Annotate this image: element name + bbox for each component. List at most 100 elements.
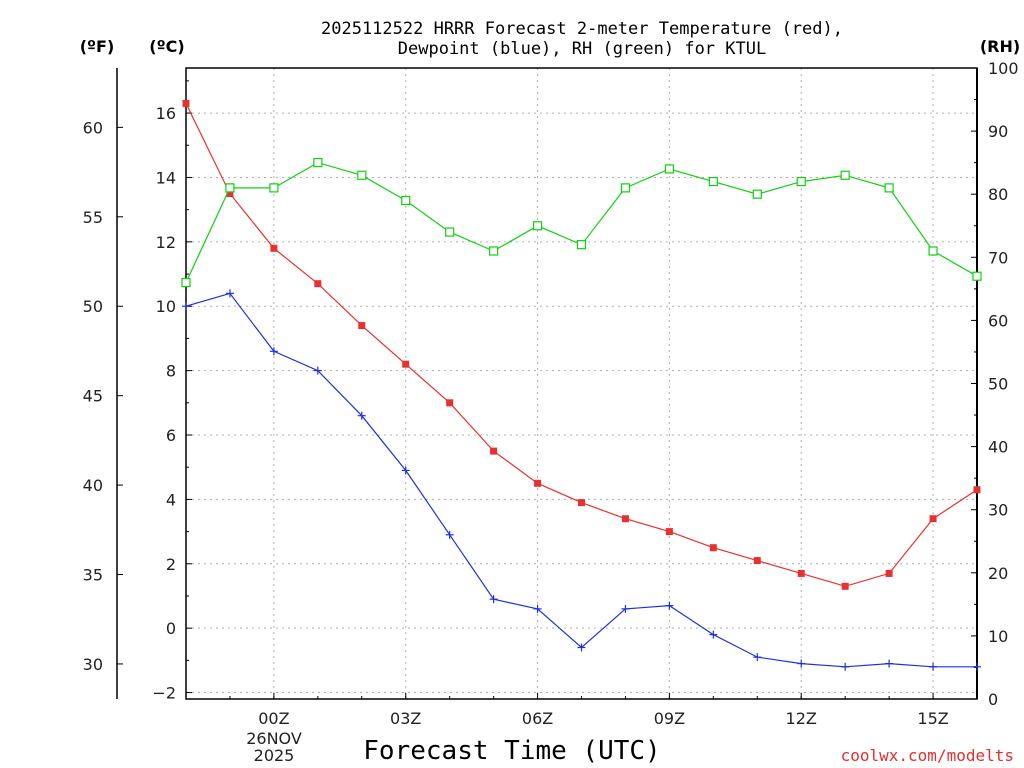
site-credit: coolwx.com/modelts [841,746,1014,765]
temperature-point [929,515,937,523]
rh-unit-label: (RH) [980,37,1020,56]
dewpoint-point [401,466,410,475]
rh-point [796,176,806,187]
series-dewpoint [182,289,981,671]
rh-line [185,161,978,283]
date-label-year: 2025 [254,746,295,765]
rh-point [401,195,411,206]
tick-labels: −2 0 2 4 6 8 10 12 14 16 30 35 40 45 50 55 60 0 10 20 30 40 50… [83,59,1019,728]
data-series [181,99,982,671]
dewpoint-point [929,662,938,671]
celsius-tick-label: 4 [166,490,176,509]
temperature-point [314,280,322,288]
rh-point [928,246,938,256]
fahrenheit-tick-label: 45 [83,387,103,406]
rh-tick-label: 20 [988,564,1008,583]
rh-point [445,227,455,237]
dewpoint-point [225,289,234,298]
dewpoint-point [577,643,586,652]
x-tick-label: 12Z [786,709,817,728]
rh-point [840,170,850,180]
series-rh [181,158,982,288]
rh-point [269,183,279,193]
celsius-unit-label: (ºC) [149,37,184,56]
fahrenheit-tick-label: 60 [83,118,103,137]
dewpoint-point [753,653,762,662]
temperature-point [665,528,673,536]
temperature-point [753,557,761,565]
x-tick-label: 15Z [917,709,948,728]
fahrenheit-tick-label: 35 [83,566,103,585]
dewpoint-point [313,366,322,375]
plot-frame [185,67,978,700]
dewpoint-point [973,662,981,671]
title-line-2: Dewpoint (blue), RH (green) for KTUL [398,39,766,59]
celsius-tick-label: 16 [156,104,176,123]
temperature-point [534,479,542,487]
rh-point [489,246,499,256]
dewpoint-point [885,659,894,668]
dewpoint-point [533,604,542,613]
temperature-point [841,582,849,590]
temperature-line [185,103,978,587]
chart-title: 2025112522 HRRR Forecast 2-meter Tempera… [321,19,843,59]
celsius-tick-label: 0 [166,619,176,638]
dewpoint-point [489,595,498,604]
temperature-point [621,515,629,523]
temperature-point [797,569,805,577]
rh-tick-label: 60 [988,311,1008,330]
temperature-point [226,190,234,198]
x-tick-label: 03Z [390,709,421,728]
dewpoint-line [185,292,977,668]
fahrenheit-tick-label: 40 [83,476,103,495]
celsius-tick-label: −2 [152,684,176,703]
rh-tick-label: 80 [988,185,1008,204]
dewpoint-point [797,659,806,668]
x-tick-label: 00Z [258,709,289,728]
temperature-point [490,447,498,455]
rh-point [752,189,762,199]
fahrenheit-tick-label: 30 [83,655,103,674]
axes [116,67,978,700]
rh-point [884,183,894,193]
fahrenheit-tick-label: 55 [83,208,103,227]
rh-tick-label: 70 [988,248,1008,267]
fahrenheit-tick-label: 50 [83,297,103,316]
rh-tick-label: 40 [988,438,1008,457]
dewpoint-point [445,530,454,539]
rh-tick-label: 100 [988,59,1019,78]
temperature-point [358,322,366,330]
rh-point [532,221,543,231]
dewpoint-point [841,662,850,671]
rh-tick-label: 90 [988,122,1008,141]
fahrenheit-unit-label: (ºF) [80,37,115,56]
rh-tick-label: 50 [988,375,1008,394]
rh-point [181,277,191,288]
rh-tick-label: 30 [988,501,1008,520]
temperature-point [973,486,981,494]
rh-point [576,240,587,250]
temperature-point [402,360,410,368]
temperature-point [446,399,454,407]
dewpoint-point [182,302,190,311]
rh-point [357,170,367,180]
rh-point [313,158,323,168]
temperature-point [578,499,585,507]
series-temperature [182,99,981,590]
celsius-tick-label: 12 [156,233,176,252]
rh-tick-label: 10 [988,627,1008,646]
rh-tick-label: 0 [988,690,998,709]
celsius-tick-label: 8 [166,362,176,381]
rh-point [708,176,718,187]
x-tick-label: 06Z [522,709,553,728]
x-axis-label: Forecast Time (UTC) [363,736,660,766]
x-tick-label: 09Z [654,709,685,728]
rh-point [664,164,674,174]
celsius-tick-label: 10 [156,297,176,316]
dewpoint-point [269,347,278,356]
dewpoint-point [709,630,718,639]
title-line-1: 2025112522 HRRR Forecast 2-meter Tempera… [321,19,843,39]
dewpoint-point [621,604,630,613]
temperature-point [182,99,190,107]
date-label-day: 26NOV [246,729,302,748]
